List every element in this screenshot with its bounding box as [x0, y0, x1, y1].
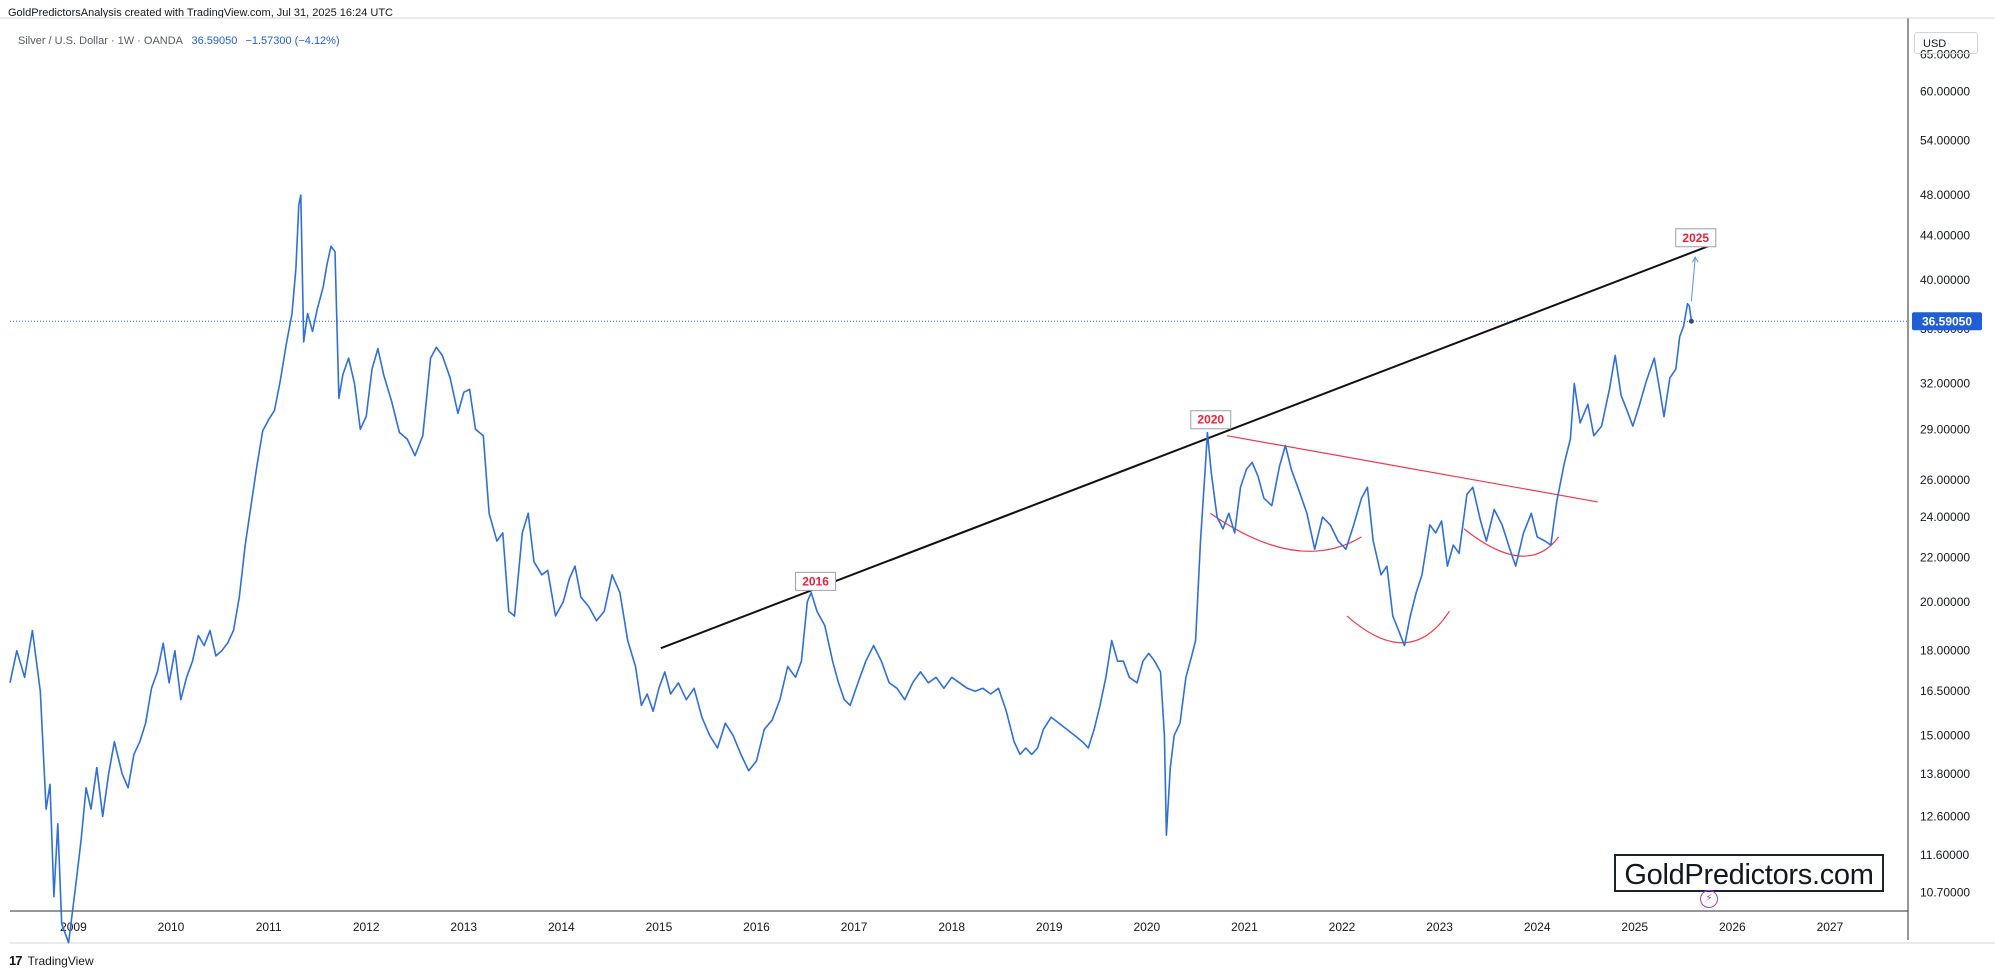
watermark-logo: GoldPredictors.com — [1614, 854, 1884, 892]
year-annotation-box — [795, 571, 837, 591]
alert-bolt-icon[interactable]: ⚡ — [1700, 890, 1718, 908]
x-tick-label: 2020 — [1133, 920, 1160, 934]
y-tick-label: 26.00000 — [1920, 473, 1970, 487]
last-price: 36.59050 — [191, 35, 238, 47]
x-tick-label: 2027 — [1817, 920, 1844, 934]
y-tick-label: 10.70000 — [1920, 885, 1970, 899]
y-tick-label: 18.00000 — [1920, 644, 1970, 658]
y-tick-label: 65.00000 — [1920, 47, 1970, 61]
x-tick-label: 2013 — [450, 920, 477, 934]
year-annotation-box — [1675, 228, 1717, 248]
chart-header-title: GoldPredictorsAnalysis created with Trad… — [8, 7, 393, 19]
x-tick-label: 2023 — [1426, 920, 1453, 934]
x-tick-label: 2011 — [256, 920, 282, 934]
y-tick-label: 20.00000 — [1920, 595, 1970, 609]
y-tick-label: 11.60000 — [1920, 848, 1969, 862]
x-tick-label: 2014 — [548, 920, 575, 934]
symbol-name[interactable]: Silver / U.S. Dollar · 1W · OANDA — [18, 35, 183, 47]
currency-selector[interactable]: USD — [1914, 32, 1978, 54]
year-annotation-label: 2025 — [1682, 231, 1709, 245]
x-tick-label: 2009 — [60, 920, 87, 934]
year-annotation-label: 2016 — [802, 574, 829, 588]
tradingview-brand[interactable]: 17 TradingView — [9, 953, 94, 968]
x-tick-label: 2018 — [938, 920, 965, 934]
brand-label: TradingView — [27, 954, 94, 968]
y-tick-label: 16.50000 — [1920, 684, 1970, 698]
projection-arrowhead — [1691, 256, 1699, 263]
x-tick-label: 2025 — [1621, 920, 1648, 934]
x-tick-label: 2012 — [353, 920, 380, 934]
x-tick-label: 2017 — [841, 920, 868, 934]
y-tick-label: 32.00000 — [1920, 377, 1970, 391]
price-series-line — [9, 194, 1693, 944]
symbol-legend[interactable]: Silver / U.S. Dollar · 1W · OANDA 36.590… — [18, 35, 340, 47]
y-tick-label: 60.00000 — [1920, 85, 1970, 99]
year-annotation-box — [1190, 410, 1232, 430]
x-tick-label: 2010 — [158, 920, 185, 934]
projection-arrow — [1690, 257, 1696, 302]
y-tick-label: 15.00000 — [1920, 728, 1970, 742]
y-tick-label: 24.00000 — [1920, 510, 1970, 524]
x-tick-label: 2022 — [1329, 920, 1356, 934]
year-annotation-label: 2020 — [1197, 413, 1224, 427]
y-tick-label: 29.00000 — [1920, 422, 1970, 436]
last-price-tag — [1912, 312, 1982, 331]
price-change: −1.57300 (−4.12%) — [245, 35, 340, 47]
y-tick-label: 54.00000 — [1920, 134, 1970, 148]
y-tick-label: 12.60000 — [1920, 809, 1970, 823]
x-tick-label: 2016 — [743, 920, 770, 934]
y-tick-label: 44.00000 — [1920, 229, 1970, 243]
y-tick-label: 22.00000 — [1920, 551, 1970, 565]
x-tick-label: 2019 — [1036, 920, 1063, 934]
x-tick-label: 2026 — [1719, 920, 1746, 934]
x-tick-label: 2015 — [646, 920, 673, 934]
neckline — [1226, 435, 1598, 503]
last-price-dot — [1688, 318, 1694, 324]
last-price-tag-label: 36.59050 — [1922, 314, 1972, 328]
left-shoulder-arc — [1209, 512, 1362, 552]
head-arc — [1346, 610, 1450, 644]
y-tick-label: 48.00000 — [1920, 188, 1970, 202]
y-tick-label: 40.00000 — [1920, 273, 1970, 287]
tradingview-logo-icon: 17 — [9, 953, 23, 968]
y-tick-label: 13.80000 — [1920, 767, 1970, 781]
x-tick-label: 2021 — [1231, 920, 1258, 934]
x-tick-label: 2024 — [1524, 920, 1551, 934]
